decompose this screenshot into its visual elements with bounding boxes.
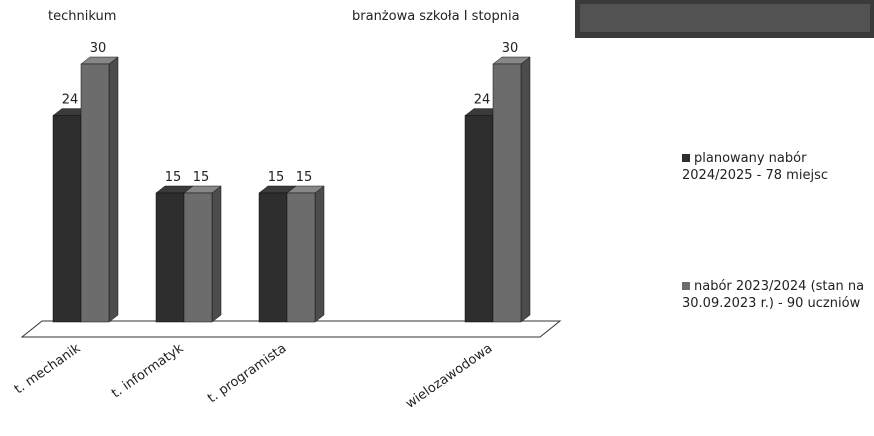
bar [183, 192, 213, 323]
group-label: technikum [48, 9, 116, 24]
bar [52, 115, 82, 323]
bar-side [314, 185, 325, 323]
legend-entry: planowany nabór 2024/2025 - 78 miejsc [682, 150, 872, 184]
bar-side [211, 185, 222, 323]
data-label: 24 [474, 93, 491, 108]
bar-side [520, 56, 531, 323]
legend-swatch [682, 282, 690, 290]
data-label: 24 [62, 93, 79, 108]
legend-label: nabór 2023/2024 (stan na 30.09.2023 r.) … [682, 279, 865, 311]
x-tick-label: wielozawodowa [403, 341, 495, 412]
legend-entry: nabór 2023/2024 (stan na 30.09.2023 r.) … [682, 278, 872, 312]
bar [464, 115, 494, 323]
group-label: branżowa szkoła I stopnia [352, 9, 520, 24]
bar [155, 192, 185, 323]
data-label: 30 [502, 41, 519, 56]
legend-label: planowany nabór 2024/2025 - 78 miejsc [682, 151, 828, 183]
bar [492, 63, 522, 323]
floor [20, 320, 562, 338]
bar [286, 192, 316, 323]
data-label: 15 [296, 170, 313, 185]
data-label: 30 [90, 41, 107, 56]
data-label: 15 [268, 170, 285, 185]
legend-swatch [682, 154, 690, 162]
bar-side [108, 56, 119, 323]
photo-detail [580, 4, 870, 32]
x-tick-label: t. informatyk [109, 341, 187, 402]
data-label: 15 [193, 170, 210, 185]
data-label: 15 [165, 170, 182, 185]
x-tick-label: t. programista [205, 341, 289, 406]
bar [80, 63, 110, 323]
bar [258, 192, 288, 323]
x-tick-label: t. mechanik [12, 341, 84, 398]
